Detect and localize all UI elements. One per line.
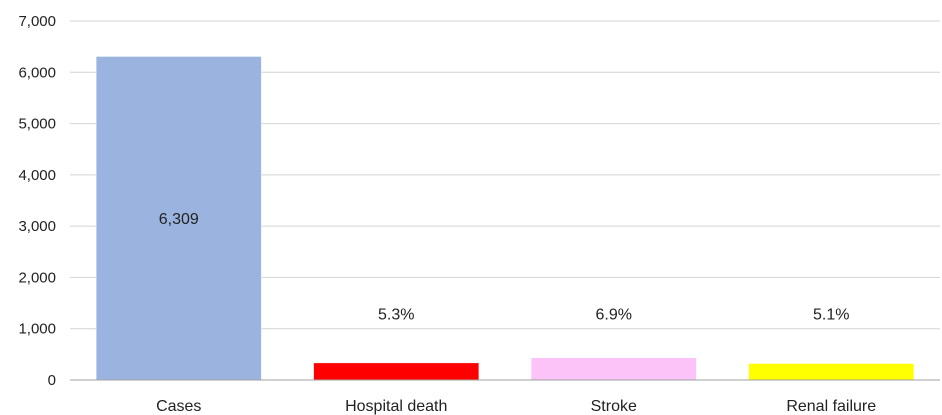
y-tick-label: 4,000 (18, 167, 56, 184)
x-category-label: Stroke (591, 398, 637, 415)
x-category-label: Hospital death (345, 398, 447, 415)
bar-stroke (530, 357, 697, 381)
x-category-label: Cases (156, 398, 201, 415)
y-tick-label: 3,000 (18, 218, 56, 235)
bar-hospital-death (313, 362, 480, 381)
y-tick-label: 6,000 (18, 64, 56, 81)
bar-renal-failure (748, 363, 915, 381)
y-tick-label: 5,000 (18, 116, 56, 133)
data-label: 5.3% (378, 306, 414, 323)
data-label: 6.9% (596, 306, 632, 323)
y-tick-label: 2,000 (18, 269, 56, 286)
y-tick-label: 0 (48, 372, 56, 389)
x-category-label: Renal failure (786, 398, 876, 415)
y-tick-label: 1,000 (18, 321, 56, 338)
data-label: 6,309 (159, 211, 199, 228)
y-tick-label: 7,000 (18, 13, 56, 30)
data-label: 5.1% (813, 306, 849, 323)
